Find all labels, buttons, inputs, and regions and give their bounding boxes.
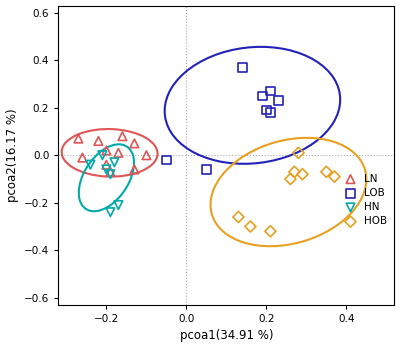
Point xyxy=(75,136,82,141)
Point xyxy=(143,152,150,158)
Point xyxy=(131,167,138,172)
Legend: LN, LOB, HN, HOB: LN, LOB, HN, HOB xyxy=(338,172,389,228)
Point xyxy=(115,202,122,208)
Point xyxy=(79,155,86,160)
Point xyxy=(291,169,298,175)
X-axis label: pcoa1(34.91 %): pcoa1(34.91 %) xyxy=(180,330,273,342)
Point xyxy=(103,162,110,167)
Point xyxy=(331,174,338,179)
Point xyxy=(247,224,254,229)
Point xyxy=(235,214,242,220)
Point xyxy=(119,133,126,139)
Point xyxy=(103,148,110,153)
Point xyxy=(103,167,110,172)
Point xyxy=(99,152,106,158)
Point xyxy=(95,138,102,144)
Point xyxy=(107,209,114,215)
Point xyxy=(203,167,210,172)
Point xyxy=(295,150,302,156)
Point xyxy=(267,88,274,94)
Point xyxy=(267,228,274,234)
Point xyxy=(263,107,270,113)
Point xyxy=(131,141,138,146)
Point xyxy=(239,64,246,70)
Point xyxy=(275,98,282,103)
Point xyxy=(323,169,330,175)
Y-axis label: pcoa2(16.17 %): pcoa2(16.17 %) xyxy=(6,108,18,202)
Point xyxy=(107,172,114,177)
Point xyxy=(299,172,306,177)
Point xyxy=(259,93,266,98)
Point xyxy=(87,162,94,167)
Point xyxy=(115,150,122,156)
Point xyxy=(111,159,118,165)
Point xyxy=(107,169,114,175)
Point xyxy=(267,110,274,115)
Point xyxy=(163,157,170,163)
Point xyxy=(287,176,294,182)
